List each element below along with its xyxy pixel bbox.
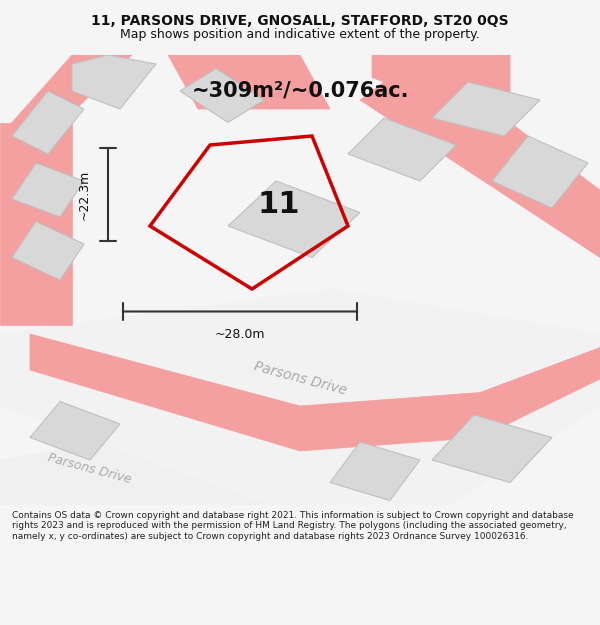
Text: ~309m²/~0.076ac.: ~309m²/~0.076ac. xyxy=(191,81,409,101)
Polygon shape xyxy=(12,221,84,280)
Text: ~28.0m: ~28.0m xyxy=(215,328,265,341)
Text: ~22.3m: ~22.3m xyxy=(77,169,91,219)
Polygon shape xyxy=(372,55,510,100)
Polygon shape xyxy=(492,136,588,208)
Polygon shape xyxy=(432,82,540,136)
Text: 11: 11 xyxy=(257,190,299,219)
Text: 11, PARSONS DRIVE, GNOSALL, STAFFORD, ST20 0QS: 11, PARSONS DRIVE, GNOSALL, STAFFORD, ST… xyxy=(91,14,509,28)
Text: Parsons Drive: Parsons Drive xyxy=(47,452,133,486)
Text: Contains OS data © Crown copyright and database right 2021. This information is : Contains OS data © Crown copyright and d… xyxy=(12,511,574,541)
Polygon shape xyxy=(330,442,420,501)
Text: Map shows position and indicative extent of the property.: Map shows position and indicative extent… xyxy=(120,28,480,41)
Polygon shape xyxy=(0,55,132,136)
Polygon shape xyxy=(72,55,156,109)
Text: Parsons Drive: Parsons Drive xyxy=(252,360,348,398)
Polygon shape xyxy=(0,424,330,505)
Polygon shape xyxy=(228,181,360,258)
Polygon shape xyxy=(30,401,120,460)
Polygon shape xyxy=(0,289,600,505)
Polygon shape xyxy=(12,91,84,154)
Polygon shape xyxy=(432,415,552,482)
Polygon shape xyxy=(12,163,84,217)
Polygon shape xyxy=(180,69,264,122)
Polygon shape xyxy=(360,55,600,258)
Polygon shape xyxy=(30,334,600,451)
Polygon shape xyxy=(168,55,330,109)
Polygon shape xyxy=(0,122,72,325)
Polygon shape xyxy=(348,118,456,181)
